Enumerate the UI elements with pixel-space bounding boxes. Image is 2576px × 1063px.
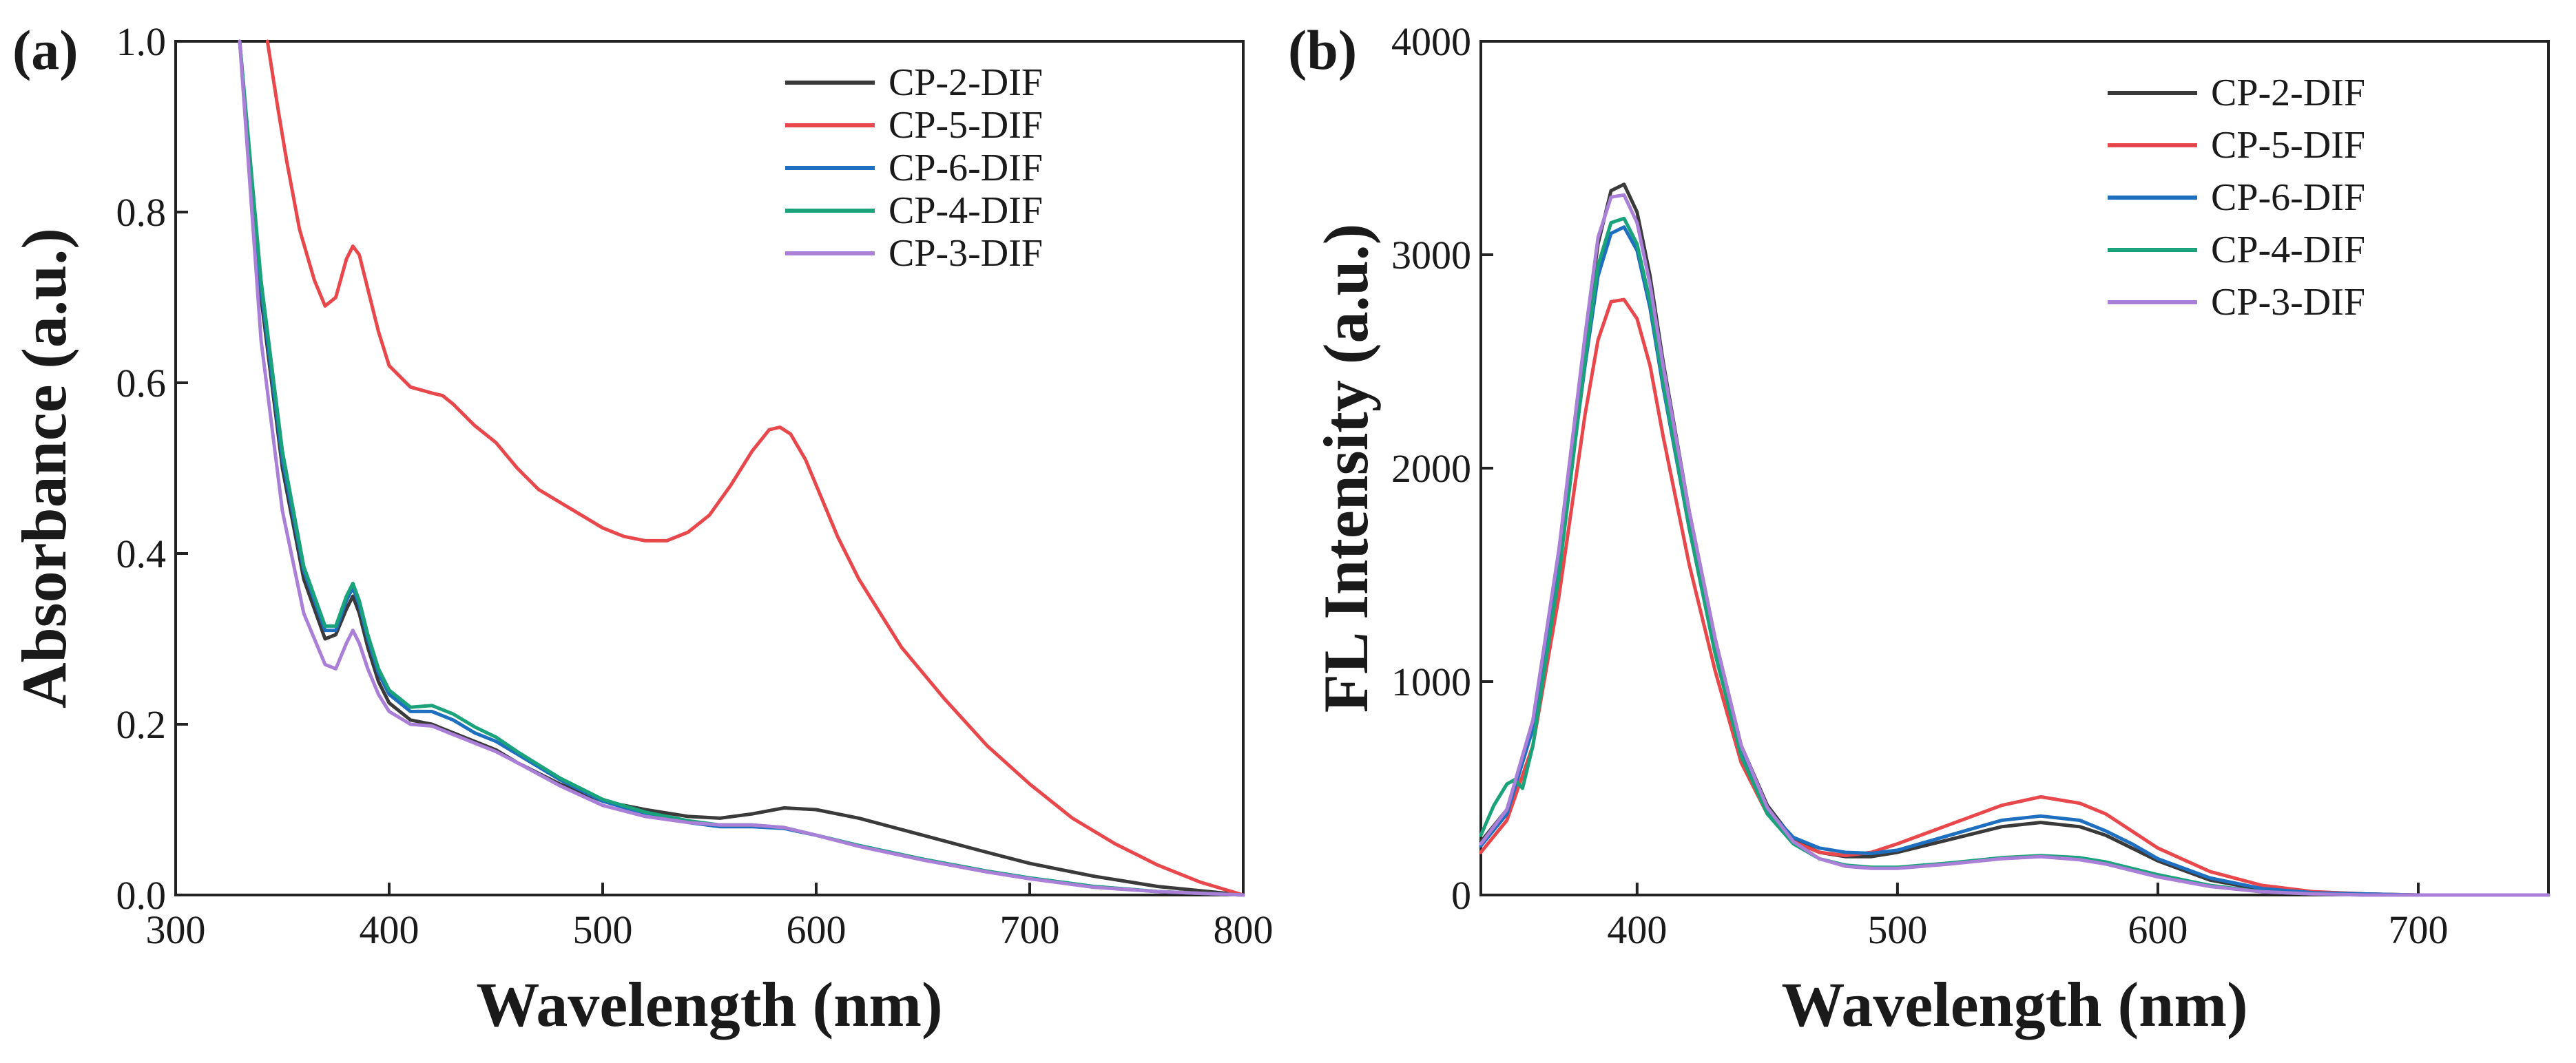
legend-label-cp-4-dif: CP-4-DIF [889,189,1043,232]
panel-b-legend: CP-2-DIF CP-5-DIF CP-6-DIF CP-4-DIF CP-3-DIF [2108,72,2365,324]
legend-label-cp-5-dif: CP-5-DIF [2211,124,2365,167]
x-tick-label: 400 [360,907,419,952]
panel-b-plot-frame [1479,40,2550,896]
panel-a-absorbance-chart: (a) 300 400 500 600 700 800 0.0 0.2 0.4 0.6 0.8 1.… [9,19,1274,1040]
panel-b-x-axis-title: Wavelength (nm) [1781,969,2247,1040]
legend-label-cp-3-dif: CP-3-DIF [2211,281,2365,324]
legend-label-cp-4-dif: CP-4-DIF [2211,229,2365,271]
x-tick-label: 800 [1214,907,1274,952]
y-tick-label: 0.0 [116,873,167,918]
legend-label-cp-5-dif: CP-5-DIF [889,104,1043,147]
series-line-cp-3-dif [1479,193,2551,897]
panel-a-plot-frame [174,40,1245,896]
y-tick-label: 4000 [1391,19,1471,64]
panel-b-label: (b) [1288,19,1357,81]
series-line-cp-5-dif [265,39,1245,897]
y-tick-label: 3000 [1391,233,1471,277]
series-line-cp-2-dif [1479,182,2551,897]
panel-b-y-tick-labels: 0 1000 2000 3000 4000 [1391,19,1471,918]
panel-b-ticks [1481,40,2420,896]
x-tick-label: 700 [1000,907,1060,952]
legend-label-cp-6-dif: CP-6-DIF [889,147,1043,189]
panel-b-y-axis-title: FL Intensity (a.u.) [1311,224,1381,713]
y-tick-label: 0.8 [116,190,167,235]
x-tick-label: 300 [146,907,206,952]
y-tick-label: 0.2 [116,702,167,747]
panel-a-x-axis-title: Wavelength (nm) [476,969,942,1040]
x-tick-label: 500 [1867,907,1927,952]
series-line-cp-5-dif [1479,297,2551,897]
legend-label-cp-2-dif: CP-2-DIF [889,61,1043,104]
x-tick-label: 600 [787,907,846,952]
y-tick-label: 0.6 [116,361,167,406]
y-tick-label: 0.4 [116,532,167,576]
panel-a-label: (a) [12,19,79,81]
panel-b-x-tick-labels: 400 500 600 700 [1607,907,2448,952]
panel-a-ticks [174,40,1245,896]
x-tick-label: 700 [2388,907,2448,952]
y-tick-label: 1000 [1391,660,1471,704]
panel-a-y-tick-labels: 0.0 0.2 0.4 0.6 0.8 1.0 [116,19,167,918]
series-line-cp-4-dif [1479,216,2551,897]
series-line-cp-6-dif [1479,225,2551,897]
panel-a-series [238,39,1245,897]
legend-label-cp-2-dif: CP-2-DIF [2211,72,2365,114]
panel-b-fluorescence-chart: (b) 400 500 600 700 0 1000 2000 3000 4000 CP-2-… [1288,19,2551,1040]
panel-a-x-tick-labels: 300 400 500 600 700 800 [146,907,1274,952]
series-line-cp-3-dif [238,39,1245,897]
x-tick-label: 500 [573,907,633,952]
y-tick-label: 1.0 [116,19,167,64]
x-tick-label: 400 [1607,907,1667,952]
y-tick-label: 0 [1451,873,1471,918]
legend-label-cp-3-dif: CP-3-DIF [889,232,1043,275]
legend-label-cp-6-dif: CP-6-DIF [2211,176,2365,219]
panel-a-y-axis-title: Absorbance (a.u.) [9,228,79,708]
panel-b-series [1479,182,2551,897]
y-tick-label: 2000 [1391,446,1471,491]
x-tick-label: 600 [2128,907,2188,952]
